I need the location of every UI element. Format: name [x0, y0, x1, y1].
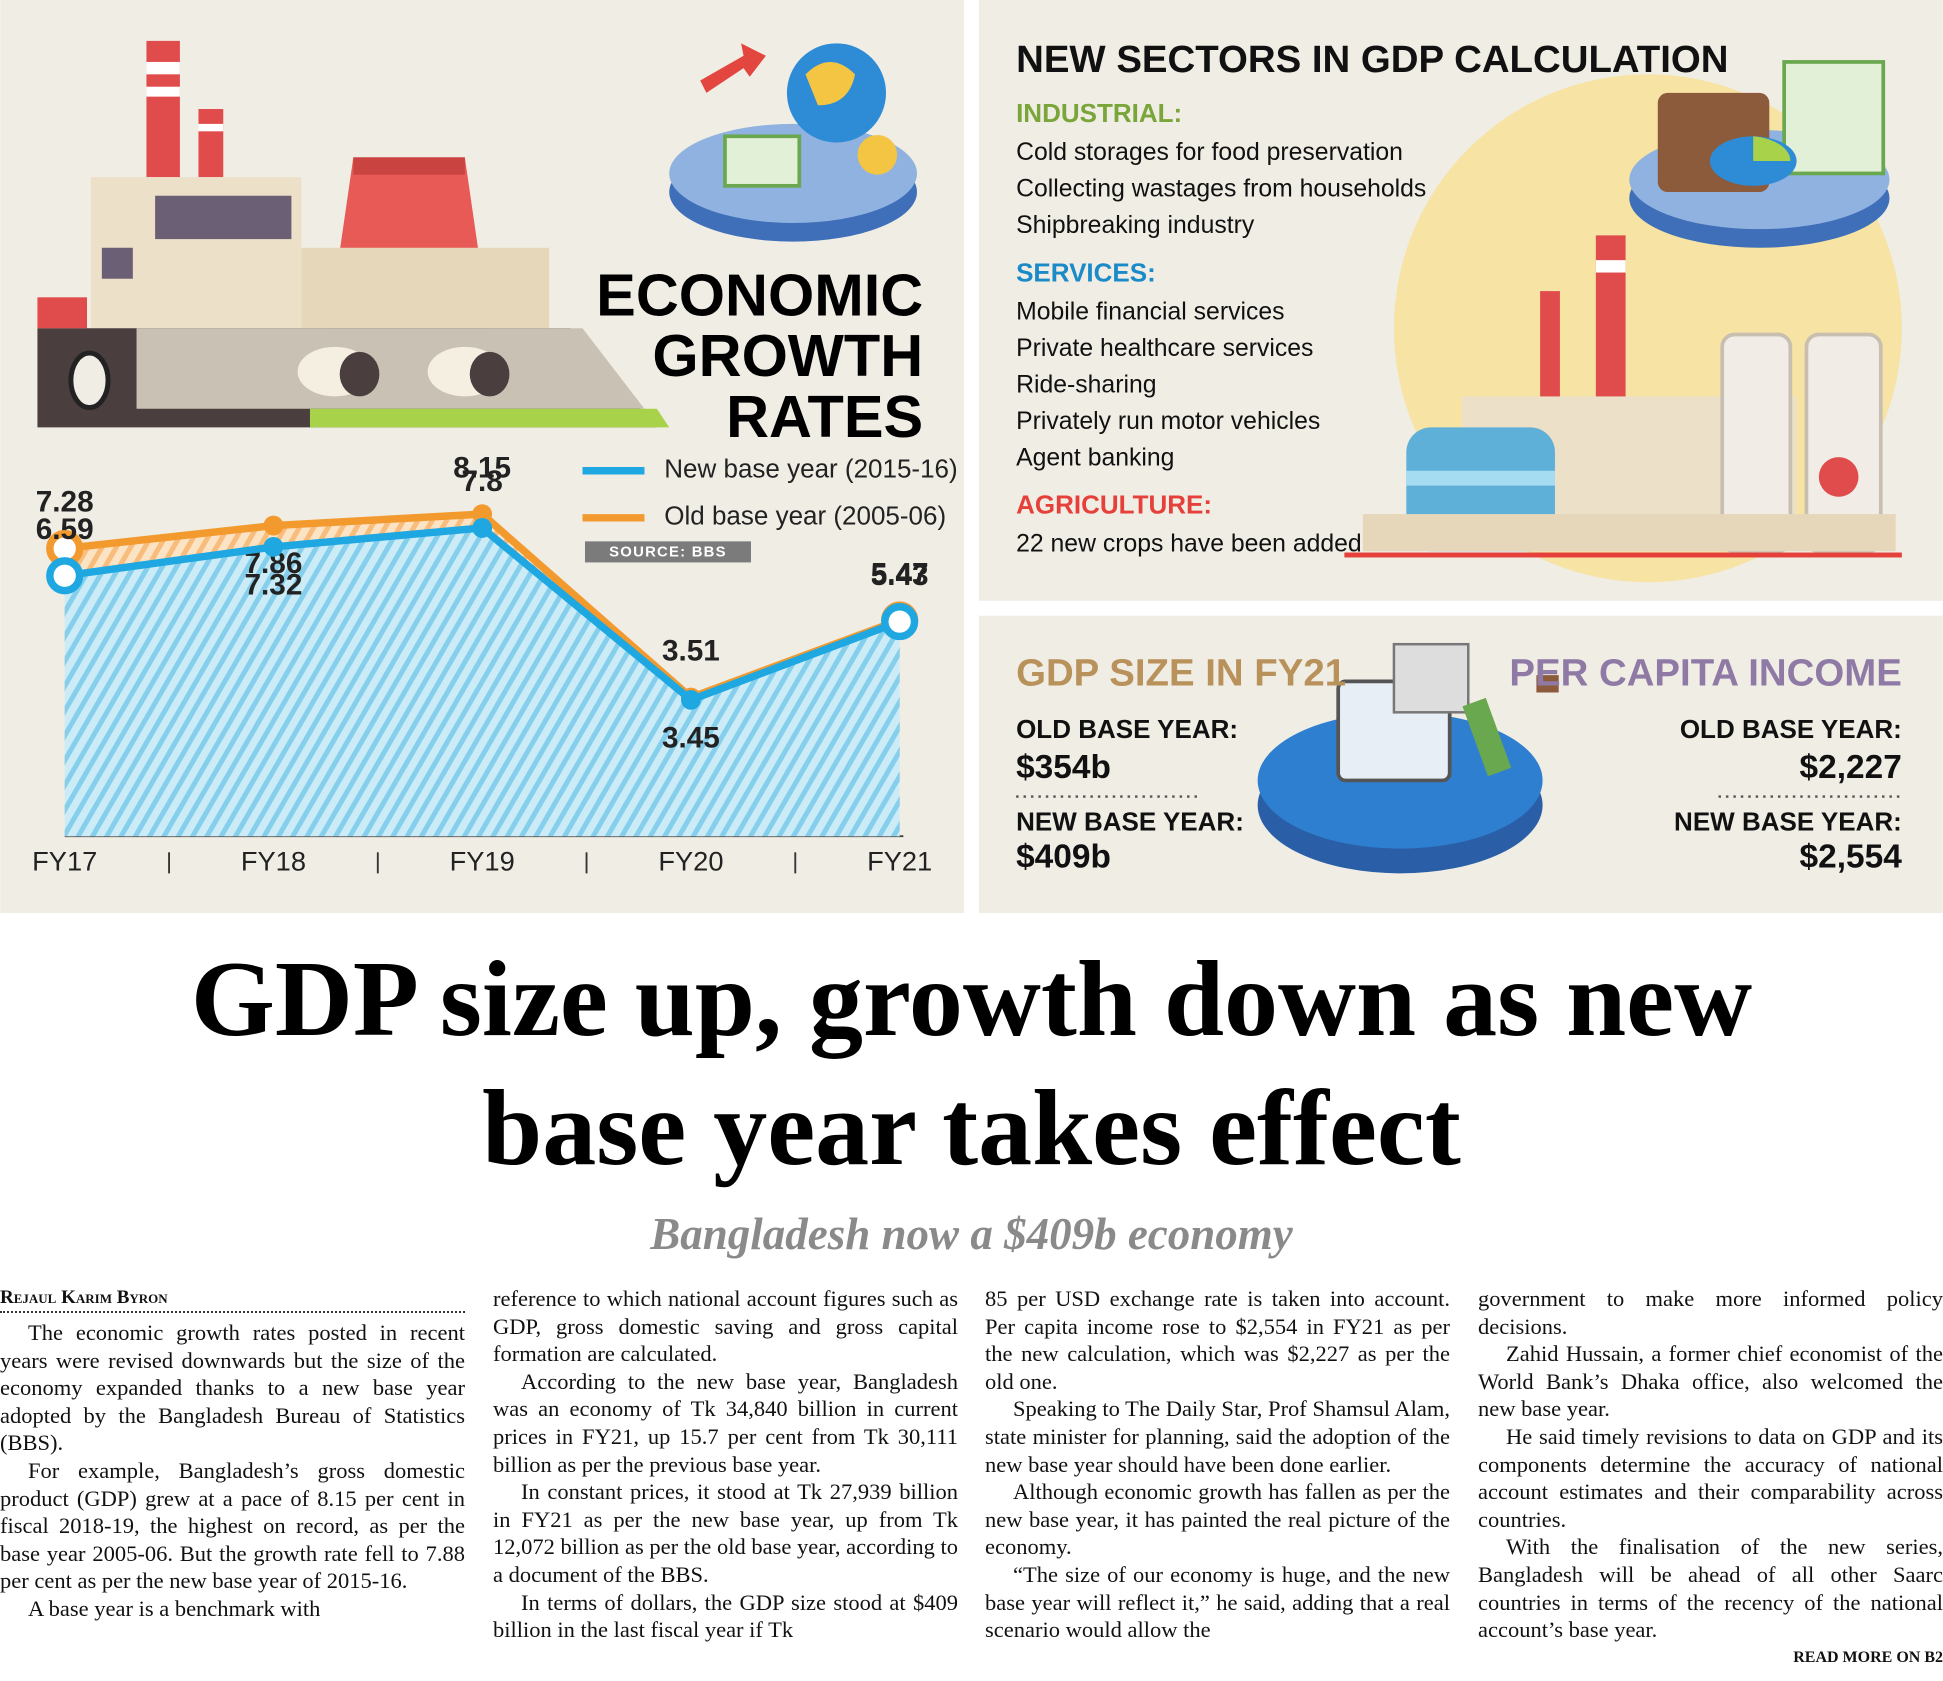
point: [46, 557, 84, 595]
new-label: NEW BASE YEAR:: [1674, 807, 1902, 837]
paragraph: For example, Bangladesh’s gross domestic…: [0, 1457, 465, 1594]
sector-item: 22 new crops have been added: [1016, 531, 1362, 558]
paragraph: In terms of dollars, the GDP size stood …: [493, 1589, 958, 1643]
x-tick-label: FY20: [658, 846, 723, 877]
legend-label: New base year (2015-16): [664, 454, 957, 484]
point: [881, 603, 919, 641]
byline: Rejaul Karim Byron: [0, 1285, 465, 1313]
data-label: 5.43: [871, 559, 929, 592]
x-tick-label: FY17: [32, 846, 97, 877]
infographic: FY17 FY18 FY19 FY20 FY217.287.868.153.515.47…: [0, 0, 1943, 913]
old-value: $354b: [1016, 749, 1111, 786]
data-label: 5.47: [871, 557, 929, 590]
paragraph: A base year is a benchmark with: [28, 1595, 321, 1621]
paragraph: “The size of our economy is huge, and th…: [985, 1561, 1450, 1643]
column: 85 per USD exchange rate is taken into a…: [985, 1285, 1450, 1644]
data-label: 8.15: [453, 451, 511, 484]
column: Rejaul Karim Byron The economic growth ra…: [0, 1285, 465, 1623]
sector-item: Mobile financial services: [1016, 298, 1284, 325]
data-label: 6.59: [36, 513, 94, 546]
new-value: $2,554: [1800, 838, 1903, 875]
sector-heading: SERVICES:: [1016, 257, 1156, 287]
area: [64, 527, 900, 837]
x-tick-label: FY18: [241, 846, 306, 877]
point: [681, 689, 701, 710]
paragraph: Speaking to The Daily Star, Prof Shamsul…: [985, 1396, 1450, 1477]
headline: base year takes effect: [482, 1069, 1461, 1188]
sector-item: Ride-sharing: [1016, 371, 1156, 398]
new-label: NEW BASE YEAR:: [1016, 807, 1244, 837]
legend-label: Old base year (2005-06): [664, 501, 946, 531]
sector-item: Collecting wastages from households: [1016, 176, 1426, 203]
x-tick-label: FY19: [450, 846, 515, 877]
column: government to make more informed policy …: [1478, 1285, 1943, 1671]
industry-illustration: [1344, 60, 1902, 583]
globe-illustration: [669, 43, 917, 242]
sector-item: Private healthcare services: [1016, 335, 1313, 362]
subheadline: Bangladesh now a $409b economy: [650, 1209, 1293, 1259]
paragraph: In constant prices, it stood at Tk 27,93…: [493, 1479, 958, 1587]
paragraph: government to make more informed policy …: [1478, 1286, 1943, 1339]
sizes: GDP SIZE IN FY21 OLD BASE YEAR: $354b NE…: [1016, 651, 1902, 875]
paragraph: The economic growth rates posted in rece…: [0, 1320, 465, 1456]
column: reference to which national account figu…: [493, 1285, 958, 1644]
per-capita-title: PER CAPITA INCOME: [1509, 651, 1901, 694]
source: SOURCE: BBS: [609, 544, 727, 560]
paragraph: He said timely revisions to data on GDP …: [1478, 1423, 1943, 1532]
data-label: 3.45: [662, 721, 720, 754]
read-more: READ MORE ON B2: [1793, 1648, 1943, 1666]
paragraph: According to the new base year, Banglade…: [493, 1368, 958, 1477]
chart: FY17 FY18 FY19 FY20 FY217.287.868.153.515.47…: [32, 451, 932, 876]
paragraph: 85 per USD exchange rate is taken into a…: [985, 1286, 1450, 1394]
point: [472, 504, 493, 525]
headline: GDP size up, growth down as new: [190, 940, 1753, 1059]
point: [263, 515, 284, 536]
data-label: 7.28: [36, 486, 94, 519]
factory-illustration: [37, 40, 670, 428]
data-label: 7.8: [462, 465, 503, 498]
sector-heading: INDUSTRIAL:: [1016, 98, 1182, 128]
data-label: 7.32: [245, 568, 303, 601]
source-box: [584, 541, 751, 563]
paragraph: With the finalisation of the new series,…: [1478, 1534, 1943, 1643]
old-label: OLD BASE YEAR:: [1016, 714, 1238, 744]
paragraph: Although economic growth has fallen as p…: [985, 1479, 1450, 1560]
x-tick-label: FY21: [867, 846, 932, 877]
data-label: 3.51: [662, 635, 720, 668]
point: [472, 518, 493, 538]
sectors-title: NEW SECTORS IN GDP CALCULATION: [1016, 38, 1728, 81]
paragraph: reference to which national account figu…: [493, 1286, 958, 1367]
sector-heading: AGRICULTURE:: [1016, 490, 1212, 520]
chart-title: GROWTH: [652, 322, 923, 389]
chart-title: RATES: [726, 383, 923, 450]
old-value: $2,227: [1800, 749, 1902, 786]
old-label: OLD BASE YEAR:: [1680, 714, 1902, 744]
sector-item: Agent banking: [1016, 445, 1174, 472]
gdp-size-title: GDP SIZE IN FY21: [1016, 651, 1346, 694]
economy-illustration: [1257, 642, 1559, 874]
chart-title: ECONOMIC: [596, 261, 923, 328]
sector-item: Shipbreaking industry: [1016, 212, 1255, 239]
sector-item: Privately run motor vehicles: [1016, 408, 1320, 435]
sectors: NEW SECTORS IN GDP CALCULATION INDUSTRIA…: [1016, 38, 1728, 558]
new-value: $409b: [1016, 838, 1111, 875]
sector-item: Cold storages for food preservation: [1016, 139, 1403, 166]
point: [263, 536, 284, 557]
paragraph: Zahid Hussain, a former chief economist …: [1478, 1341, 1943, 1422]
